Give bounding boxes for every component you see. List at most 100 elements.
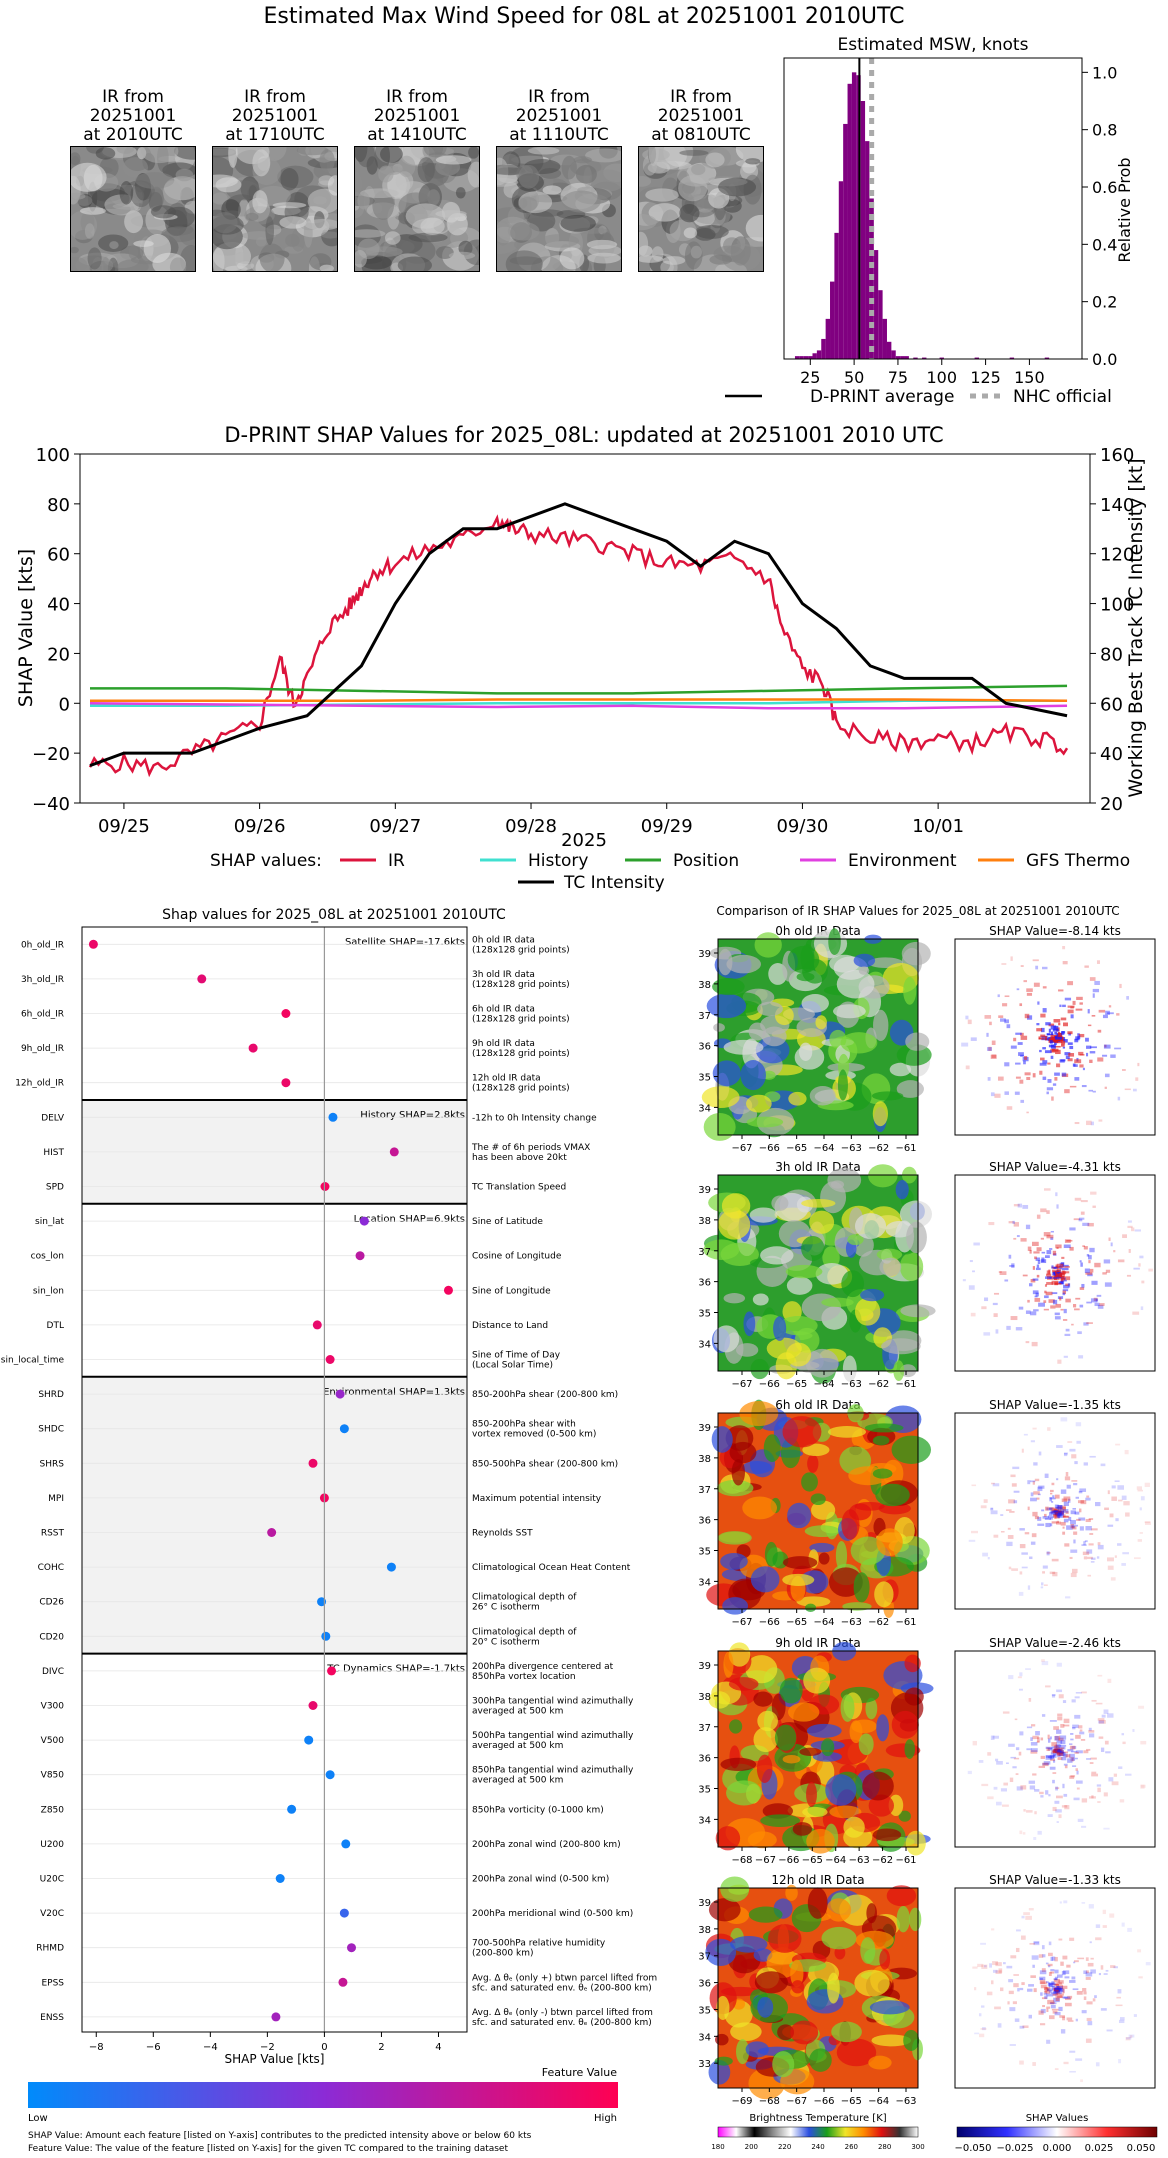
shap-pixel-cluster [1107,1678,1112,1683]
shap-pixel-cluster [1097,1674,1103,1677]
legend-label: GFS Thermo [1026,851,1130,871]
shap-pixel-cluster [1041,1509,1045,1512]
feature-description-line: Sine of Latitude [472,1217,543,1227]
shap-pixel-cluster [1056,1990,1061,1992]
ir-y-tick-label: 35 [698,1073,711,1084]
shap-pixel-cluster [1045,1291,1053,1296]
shap-pixel-cluster [1137,1062,1140,1067]
shap-pixel-cluster [1000,1531,1005,1533]
shap-pixel-cluster [999,1271,1007,1275]
cloud-blob [71,152,81,165]
feature-description-line: (200-800 km) [472,1949,533,1959]
ir-cloud-blob [745,1655,778,1684]
shap-pixel-cluster [965,1015,969,1020]
shap-pixel-cluster [1117,1259,1125,1263]
shap-pixel-cluster [1079,1488,1087,1492]
ir-cloud-blob [742,1496,778,1520]
shap-pixel-cluster [1050,1752,1055,1755]
feature-description-line: 300hPa tangential wind azimuthally [472,1697,634,1707]
shap-pixel-cluster [1065,1055,1070,1060]
shap-pixel-cluster [1053,1513,1059,1518]
shap-pixel-cluster [1032,1511,1038,1517]
shap-pixel-cluster [1057,1511,1065,1516]
shap-pixel-cluster [1058,1514,1061,1519]
feature-description: 850-200hPa shear with vortex removed (0-5… [472,1420,596,1440]
shap-pixel-cluster [1044,1995,1048,1999]
shap-pixel-cluster [1056,1821,1059,1823]
feature-description: TC Translation Speed [471,1183,566,1193]
ir-cloud-blob [720,1757,757,1772]
shap-pixel-cluster [1009,2044,1016,2046]
feature-name: DIVC [42,1667,64,1677]
group-summary: Location SHAP=6.9kts [354,1214,465,1225]
shap-pixel-cluster [1046,1551,1050,1556]
shap-pixel-cluster [1000,1987,1004,1992]
ir-cloud-blob [787,1502,812,1529]
shap-pixel-cluster [1044,1988,1049,1992]
shap-pixel-cluster [1053,1988,1059,1992]
shap-pixel-cluster [1039,2023,1046,2026]
shap-pixel-cluster [1072,1526,1077,1530]
shap-pixel-cluster [1054,1987,1060,1991]
shap-pixel-cluster [1023,1060,1026,1065]
shap-pixel-cluster [1083,1322,1089,1326]
ir-cloud-blob [748,1022,766,1041]
feature-description: 200hPa zonal wind (0-500 km) [472,1875,609,1885]
ir-cloud-blob [869,2000,910,2015]
shap-pixel-cluster [1116,1013,1120,1016]
shap-pixel-cluster [1091,1557,1096,1560]
ir-cloud-blob [701,1086,740,1109]
shap-pixel-cluster [1050,1049,1056,1053]
shap-pixel-cluster [1104,1282,1112,1287]
shap-pixel-cluster [1013,1203,1020,1207]
shap-pixel-cluster [1100,1463,1106,1467]
shap-pixel-cluster [1029,1942,1035,1945]
shap-pixel-cluster [1052,1083,1057,1086]
shap-pixel-cluster [1022,1274,1028,1277]
feature-name: 6h_old_IR [21,1010,64,1020]
feature-description-line: 850hPa vortex location [472,1672,576,1682]
shap-pixel-cluster [978,1760,984,1763]
shap-pixel-cluster [1071,1976,1076,1980]
shap-pixel-cluster [1054,1511,1061,1514]
shap-pixel-cluster [1045,1506,1049,1511]
shap-pixel-cluster [1055,1749,1062,1753]
ir-cloud-blob [786,1342,812,1367]
y-tick-label: −20 [32,744,70,765]
shap-pixel-cluster [1028,2014,1032,2019]
shap-pixel-cluster [974,2032,980,2035]
ir-cloud-blob [706,993,747,1019]
shap-pixel-cluster [1078,1051,1084,1056]
shap-pixel-cluster [1100,1965,1104,1970]
shap-pixel-cluster [1010,1316,1018,1321]
shap-pixel-cluster [1023,1912,1030,1916]
feature-description-line: averaged at 500 km [472,1707,563,1717]
shap-pixel-cluster [990,1507,994,1510]
y2-tick-label: 80 [1100,644,1123,665]
ir-cloud-blob [843,1816,865,1838]
shap-pixel-cluster [1060,1281,1065,1285]
shap-pixel-cluster [1032,1278,1039,1281]
shap-pixel-cluster [962,1279,966,1282]
ir-x-tick-label: −68 [759,2096,780,2107]
shap-pixel-cluster [1049,1040,1053,1044]
shap-pixel-cluster [1089,1046,1097,1049]
shap-pixel-cluster [1064,2002,1072,2007]
cloud-blob [507,221,540,241]
shap-pixel-cluster [978,2013,982,2017]
ir-cloud-blob [726,954,762,974]
ir-x-tick-label: −69 [731,2096,752,2107]
shap-pixel-cluster [1069,1045,1074,1050]
shap-pixel-cluster [1076,1990,1083,1995]
shap-pixel-cluster [1052,1746,1057,1749]
ir-y-tick-label: 39 [698,1661,711,1672]
ir-cloud-blob [796,1596,831,1607]
shap-pixel-cluster [1098,1119,1103,1122]
ir-cloud-blob [712,978,745,996]
shap-pixel-cluster [1054,1504,1059,1509]
shap-pixel-cluster [1075,1008,1083,1011]
feature-name: V20C [40,1909,64,1919]
cloud-blob [397,256,432,271]
shap-pixel-cluster [1037,1493,1041,1496]
